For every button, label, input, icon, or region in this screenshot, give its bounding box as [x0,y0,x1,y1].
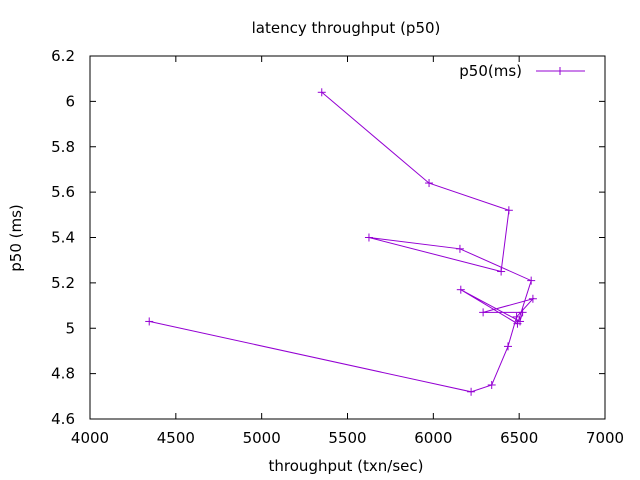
data-point [487,380,496,389]
plot-frame [89,55,606,420]
data-point [497,267,506,276]
y-tick-label: 4.8 [51,365,75,383]
x-tick-label: 6500 [500,429,538,447]
legend-marker [556,67,564,75]
data-point [518,308,527,317]
x-tick-label: 4500 [157,429,195,447]
x-tick-label: 7000 [586,429,624,447]
y-tick-label: 6.2 [51,47,75,65]
data-point [528,294,537,303]
legend-label: p50(ms) [459,62,522,80]
y-tick-label: 4.6 [51,410,75,428]
data-point [456,285,465,294]
data-point [364,233,373,242]
x-tick-label: 6000 [414,429,452,447]
x-axis-label: throughput (txn/sec) [269,457,424,475]
x-tick-label: 5000 [243,429,281,447]
series-layer [145,88,537,396]
y-tick-label: 5.2 [51,274,75,292]
x-tick-label: 5500 [328,429,366,447]
legend-marker-plus [556,67,564,75]
y-tick-label: 5 [65,319,75,337]
data-point [504,206,513,215]
data-point [467,387,476,396]
axis-tick-labels: 4000 4500 5000 5500 6000 6500 7000 4.6 4.8 5 5.2 5.… [51,47,624,447]
data-point [512,312,521,321]
data-point [317,88,326,97]
y-axis-label: p50 (ms) [7,204,25,272]
series-line [149,91,535,393]
data-point [527,276,536,285]
x-tick-label: 4000 [71,429,109,447]
data-point [145,317,154,326]
data-point [479,308,488,317]
data-point [516,317,525,326]
data-point [425,179,434,188]
data-point [504,342,513,351]
chart-title: latency throughput (p50) [252,19,441,37]
y-tick-label: 5.4 [51,229,75,247]
legend: p50(ms) [459,62,585,80]
y-tick-label: 5.6 [51,183,75,201]
data-point [455,244,464,253]
y-tick-label: 5.8 [51,138,75,156]
y-tick-label: 6 [65,92,75,110]
